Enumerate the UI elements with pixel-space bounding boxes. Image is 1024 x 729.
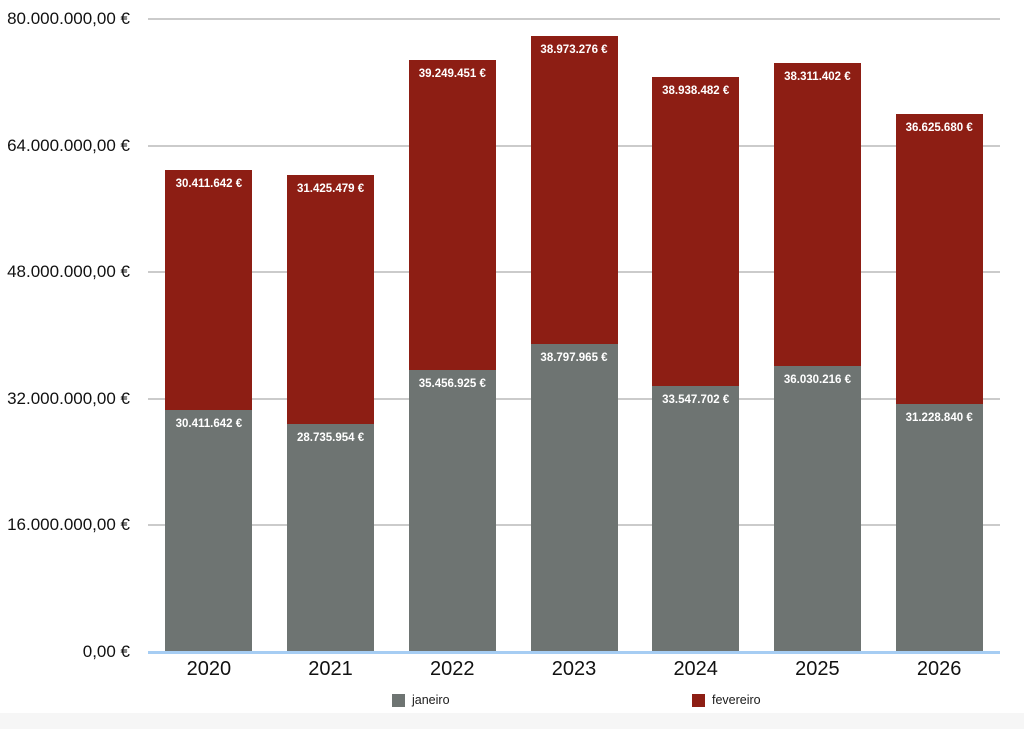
bar-segment-janeiro-2022[interactable]: 35.456.925 € (408, 370, 496, 651)
bar-value-label: 39.249.451 € (418, 67, 486, 80)
x-tick-label-2026: 2026 (916, 658, 962, 680)
y-tick-label: 32.000.000,00 € (7, 388, 130, 408)
x-tick-label-2023: 2023 (551, 658, 597, 680)
legend-label: janeiro (412, 693, 450, 707)
bar-2025: 38.311.402 € 36.030.216 € (773, 62, 861, 651)
y-tick-label: 80.000.000,00 € (7, 9, 130, 28)
bar-2021: 31.425.479 € 28.735.954 € (287, 174, 375, 651)
y-tick-label: 48.000.000,00 € (7, 262, 130, 282)
bar-segment-janeiro-2023[interactable]: 38.797.965 € (530, 344, 618, 651)
bottom-strip (0, 713, 1024, 729)
bar-segment-fevereiro-2022[interactable]: 39.249.451 € (408, 59, 496, 371)
bar-segment-fevereiro-2024[interactable]: 38.938.482 € (652, 77, 740, 386)
bar-value-label: 38.973.276 € (540, 43, 608, 56)
y-tick-label: 16.000.000,00 € (7, 515, 130, 535)
bar-value-label: 38.938.482 € (662, 85, 730, 98)
y-tick-label: 64.000.000,00 € (7, 135, 130, 155)
bar-value-label: 36.625.680 € (905, 122, 973, 135)
bar-value-label: 35.456.925 € (418, 378, 486, 391)
bar-value-label: 33.547.702 € (662, 393, 730, 406)
legend-item-janeiro[interactable]: janeiro (392, 693, 450, 707)
gridline (148, 18, 1000, 20)
bar-2024: 38.938.482 € 33.547.702 € (652, 77, 740, 651)
bar-value-label: 36.030.216 € (783, 373, 851, 386)
legend-swatch-fevereiro (692, 693, 705, 707)
bar-segment-fevereiro-2023[interactable]: 38.973.276 € (530, 35, 618, 344)
bar-2023: 38.973.276 € 38.797.965 € (530, 35, 618, 651)
bar-value-label: 31.228.840 € (905, 411, 973, 424)
bar-segment-janeiro-2020[interactable]: 30.411.642 € (165, 410, 253, 651)
legend-label: fevereiro (712, 693, 761, 707)
bar-segment-fevereiro-2026[interactable]: 36.625.680 € (895, 114, 983, 404)
x-tick-label-2021: 2021 (308, 658, 353, 680)
bar-segment-janeiro-2021[interactable]: 28.735.954 € (287, 423, 375, 651)
bar-2020: 30.411.642 € 30.411.642 € (165, 169, 253, 651)
x-tick-label-2022: 2022 (430, 658, 475, 680)
x-tick-label-2025: 2025 (795, 658, 840, 680)
bar-segment-fevereiro-2020[interactable]: 30.411.642 € (165, 169, 253, 411)
bar-segment-janeiro-2026[interactable]: 31.228.840 € (895, 403, 983, 651)
y-tick-label: 0,00 € (82, 642, 130, 661)
bar-segment-janeiro-2024[interactable]: 33.547.702 € (652, 385, 740, 651)
x-tick-label-2024: 2024 (673, 658, 718, 680)
x-axis-baseline (148, 651, 1000, 654)
bar-value-label: 38.311.402 € (784, 70, 851, 83)
bar-value-label: 30.411.642 € (175, 177, 243, 190)
bar-value-label: 31.425.479 € (296, 182, 365, 195)
legend-item-fevereiro[interactable]: fevereiro (692, 693, 761, 707)
bar-value-label: 30.411.642 € (175, 418, 243, 431)
bar-2026: 36.625.680 € 31.228.840 € (895, 114, 983, 651)
bar-2022: 39.249.451 € 35.456.925 € (408, 59, 496, 651)
legend-swatch-janeiro (392, 693, 405, 707)
bar-value-label: 28.735.954 € (296, 431, 365, 444)
bar-segment-fevereiro-2025[interactable]: 38.311.402 € (773, 62, 861, 366)
x-tick-label-2020: 2020 (186, 658, 232, 680)
bar-value-label: 38.797.965 € (540, 352, 608, 364)
bar-segment-fevereiro-2021[interactable]: 31.425.479 € (287, 174, 375, 424)
bar-segment-janeiro-2025[interactable]: 36.030.216 € (773, 365, 861, 651)
